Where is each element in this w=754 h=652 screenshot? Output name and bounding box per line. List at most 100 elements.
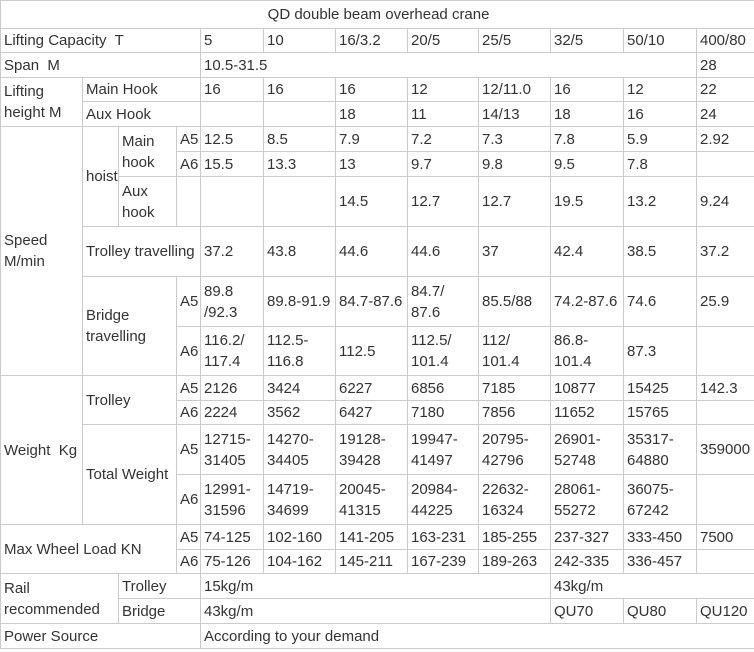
value-cell: 22 <box>695 77 754 102</box>
value-cell: 13.2 <box>623 176 697 227</box>
value-cell <box>263 101 336 127</box>
value-cell: 16 <box>263 77 336 102</box>
value-cell: 12 <box>623 77 697 102</box>
label-span: Span M <box>0 52 201 78</box>
rail-trolley-row: Rail recommended Trolley 15kg/m 43kg/m <box>0 573 754 624</box>
value-cell: QU80 <box>623 598 697 624</box>
value-cell: 18 <box>550 101 624 127</box>
value-cell <box>695 400 754 425</box>
value-cell: 20045- 41315 <box>335 474 408 525</box>
table-title: QD double beam overhead crane <box>0 0 754 29</box>
value-cell: 145-211 <box>335 549 408 574</box>
value-cell: 84.7/ 87.6 <box>407 276 479 327</box>
value-cell: 15765 <box>623 400 697 425</box>
value-cell: 163-231 <box>407 524 479 550</box>
value-cell: 16/3.2 <box>335 28 408 53</box>
value-cell: 16 <box>550 77 624 102</box>
value-cell: 13.3 <box>263 151 336 177</box>
value-cell: 167-239 <box>407 549 479 574</box>
label-max-wheel-load: Max Wheel Load KN <box>0 524 177 574</box>
value-cell: 20984- 44225 <box>407 474 479 525</box>
value-cell: 2126 <box>200 375 264 401</box>
value-cell: 8.5 <box>263 126 336 152</box>
value-cell: According to your demand <box>199 623 754 649</box>
speed-hoist-main-a5-row: Speed M/min hoist Main hook A5 12.5 8.5 … <box>0 126 754 376</box>
rail-bridge-row: Bridge 43kg/m QU70 QU80 QU120 <box>1 598 754 624</box>
value-cell: 19.5 <box>550 176 624 227</box>
value-cell: 26901- 52748 <box>550 424 624 475</box>
value-cell: 7.8 <box>550 126 624 152</box>
value-cell: 89.8 /92.3 <box>200 276 264 327</box>
value-cell: 9.8 <box>478 151 551 177</box>
label-a6: A6 <box>176 400 201 425</box>
value-cell: 35317- 64880 <box>623 424 697 475</box>
value-cell: 142.3 <box>695 375 754 401</box>
value-cell: 74-125 <box>200 524 264 550</box>
value-cell <box>200 101 264 127</box>
value-cell: 237-327 <box>550 524 624 550</box>
value-cell: 112.5/ 101.4 <box>407 326 479 376</box>
value-cell: 19947- 41497 <box>407 424 479 475</box>
value-cell: 333-450 <box>623 524 697 550</box>
value-cell: 12.7 <box>478 176 551 227</box>
value-cell: 12.7 <box>407 176 479 227</box>
value-cell: 25.9 <box>695 276 754 327</box>
label-a6: A6 <box>176 151 201 177</box>
value-cell: 6856 <box>407 375 479 401</box>
label-weight-trolley: Trolley <box>82 375 177 425</box>
value-cell: 37.2 <box>200 226 264 277</box>
value-cell: 336-457 <box>623 549 697 574</box>
value-cell: 5.9 <box>623 126 697 152</box>
label-hoist-main-hook: Main hook <box>118 126 177 177</box>
value-cell: 16 <box>200 77 264 102</box>
value-cell <box>176 176 201 227</box>
lifting-capacity-row: Lifting Capacity T 5 10 16/3.2 20/5 25/5… <box>0 28 754 53</box>
value-cell: 7.8 <box>623 151 697 177</box>
title-row: QD double beam overhead crane <box>0 0 754 29</box>
label-a6: A6 <box>176 474 201 525</box>
value-cell: 18 <box>335 101 408 127</box>
value-cell: 25/5 <box>478 28 551 53</box>
weight-trolley-a5-row: Weight Kg Trolley A5 2126 3424 6227 6856… <box>0 375 754 525</box>
value-cell: 75-126 <box>200 549 264 574</box>
value-cell: 5 <box>200 28 264 53</box>
value-cell: 89.8-91.9 <box>263 276 336 327</box>
max-wheel-a5-row: Max Wheel Load KN A5 74-125 102-160 141-… <box>0 524 754 574</box>
weight-total-a5-row: Total Weight A5 12715- 31405 14270- 3440… <box>1 424 754 525</box>
power-source-row: Power Source According to your demand <box>0 623 754 649</box>
value-cell <box>200 176 264 227</box>
value-cell: 20795- 42796 <box>478 424 551 475</box>
label-a6: A6 <box>176 549 201 574</box>
value-cell: 28 <box>695 52 754 78</box>
label-rail-recommended: Rail recommended <box>0 573 119 624</box>
value-cell: 10 <box>263 28 336 53</box>
value-cell: 2.92 <box>695 126 754 152</box>
value-cell: 102-160 <box>263 524 336 550</box>
label-trolley-travelling: Trolley travelling <box>82 226 201 277</box>
value-cell: 9.5 <box>550 151 624 177</box>
speed-trolley-travelling-row: Trolley travelling 37.2 43.8 44.6 44.6 3… <box>1 226 754 277</box>
value-cell <box>695 549 754 574</box>
value-cell: 19128- 39428 <box>335 424 408 475</box>
value-cell: 36075- 67242 <box>623 474 697 525</box>
value-cell: 11 <box>407 101 479 127</box>
value-cell: 24 <box>695 101 754 127</box>
label-rail-trolley: Trolley <box>118 573 201 599</box>
label-hoist-aux-hook: Aux hook <box>118 176 177 227</box>
value-cell: 50/10 <box>623 28 697 53</box>
speed-bridge-a6-row: A6 116.2/ 117.4 112.5- 116.8 112.5 112.5… <box>1 326 754 376</box>
value-cell: 44.6 <box>335 226 408 277</box>
value-cell: 12715- 31405 <box>200 424 264 475</box>
label-weight: Weight Kg <box>0 375 83 525</box>
value-cell: 141-205 <box>335 524 408 550</box>
value-cell: 2224 <box>200 400 264 425</box>
value-cell: 12.5 <box>200 126 264 152</box>
value-cell: 43.8 <box>263 226 336 277</box>
label-power-source: Power Source <box>0 623 201 649</box>
value-cell <box>263 176 336 227</box>
value-cell: 16 <box>335 77 408 102</box>
value-cell: 42.4 <box>550 226 624 277</box>
speed-hoist-main-a6-row: A6 15.5 13.3 13 9.7 9.8 9.5 7.8 <box>1 151 754 177</box>
weight-total-a6-row: A6 12991- 31596 14719- 34699 20045- 4131… <box>1 474 754 525</box>
value-cell <box>695 326 754 376</box>
